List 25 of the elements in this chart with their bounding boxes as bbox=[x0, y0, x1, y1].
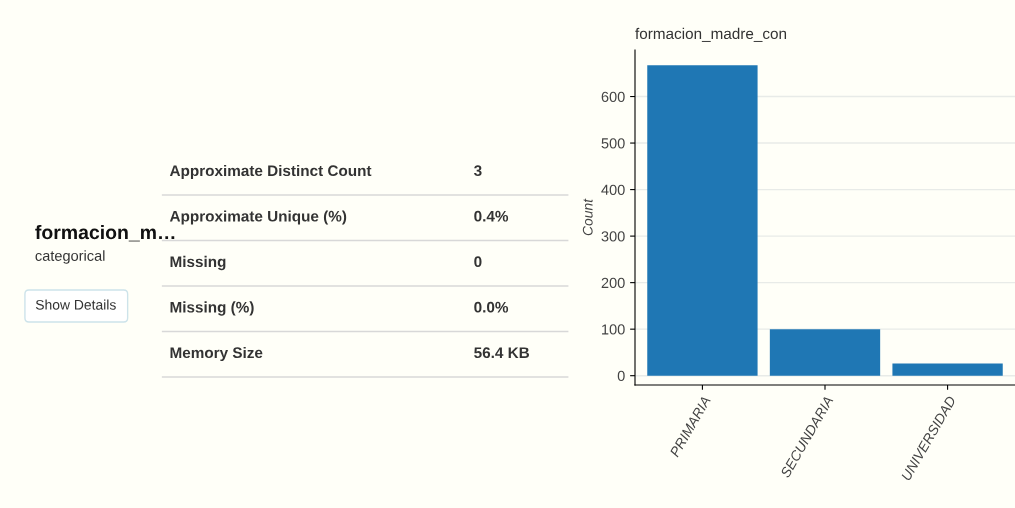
text: 0.0% bbox=[474, 301, 509, 313]
text: Memory Size bbox=[170, 346, 263, 362]
y-tick-label: 500 bbox=[601, 138, 625, 149]
text: Show Details bbox=[35, 299, 116, 310]
y-tick-label: 0 bbox=[617, 370, 625, 382]
text: Missing (%) bbox=[170, 301, 254, 316]
chart-title: formacion_madre_con bbox=[635, 27, 787, 42]
text: 0.4% bbox=[474, 210, 509, 222]
bar bbox=[892, 363, 1003, 376]
text: 56.4 KB bbox=[474, 347, 530, 359]
y-tick-label: 300 bbox=[601, 231, 625, 242]
text: 0 bbox=[474, 256, 482, 268]
bar bbox=[769, 329, 881, 376]
y-tick-label: 400 bbox=[601, 184, 625, 196]
text: formacion_m… bbox=[35, 224, 175, 242]
text: Approximate Distinct Count bbox=[169, 164, 372, 180]
text: Approximate Unique (%) bbox=[169, 210, 347, 225]
bar bbox=[647, 65, 758, 376]
text: Missing bbox=[170, 255, 226, 271]
y-tick-label: 200 bbox=[601, 277, 625, 289]
y-tick-label: 100 bbox=[602, 324, 625, 335]
text: categorical bbox=[35, 250, 105, 264]
y-axis-title: Count bbox=[582, 198, 593, 236]
text: 3 bbox=[474, 165, 482, 177]
y-tick-label: 600 bbox=[601, 91, 625, 102]
